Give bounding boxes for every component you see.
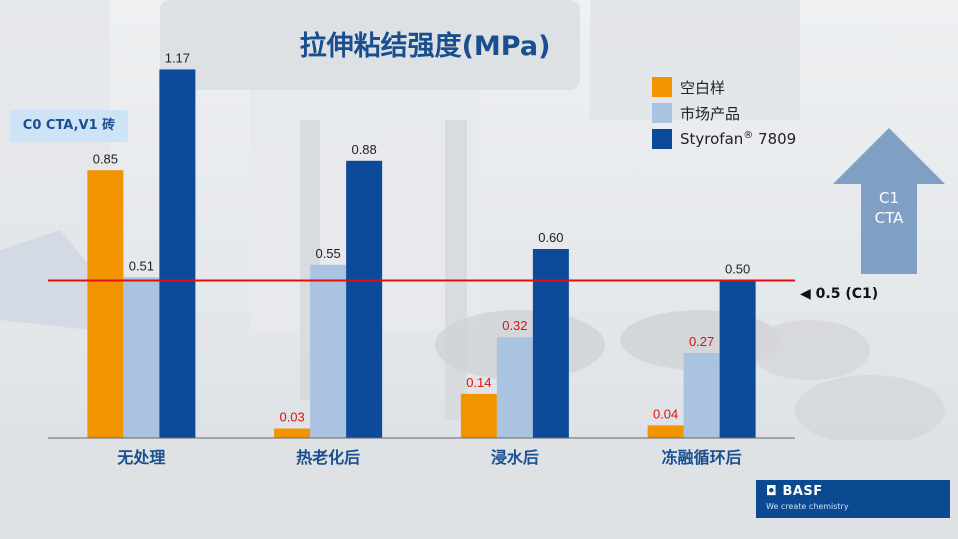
bar-3-series-2	[496, 337, 533, 438]
bar-4-series-1	[647, 425, 684, 438]
legend-label-styrofan: Styrofan® 7809	[680, 130, 796, 148]
arrow-line-2: CTA	[874, 209, 904, 227]
bar-1-series-3	[159, 69, 196, 438]
data-label-1-series-3: 1.17	[165, 50, 190, 65]
category-label-1: 无处理	[116, 448, 165, 467]
category-label-2: 热老化后	[296, 448, 360, 467]
basf-logo: ◘ BASF We create chemistry	[756, 480, 950, 518]
category-label-4: 冻融循环后	[662, 448, 742, 467]
data-label-4-series-2: 0.27	[689, 334, 714, 349]
arrow-line-1: C1	[878, 189, 900, 207]
data-label-2-series-3: 0.88	[351, 142, 376, 157]
reference-line-label: ◀ 0.5 (C1)	[800, 286, 879, 302]
legend-label-blank: 空白样	[680, 78, 726, 97]
legend: 空白样 市场产品 Styrofan® 7809	[652, 74, 796, 152]
bar-4-series-3	[719, 280, 756, 438]
data-label-4-series-3: 0.50	[725, 262, 750, 277]
data-label-2-series-2: 0.55	[315, 246, 340, 261]
legend-styrofan-name: Styrofan	[680, 130, 744, 148]
legend-item-market: 市场产品	[652, 100, 796, 126]
legend-swatch-market	[652, 103, 672, 123]
condition-tag: C0 CTA,V1 砖	[10, 110, 128, 142]
bar-2-series-3	[346, 160, 383, 439]
bar-2-series-1	[274, 428, 311, 438]
chart-title: 拉伸粘结强度(MPa)	[299, 31, 551, 62]
basf-tagline: We create chemistry	[766, 502, 849, 511]
bar-3-series-1	[460, 393, 497, 438]
legend-item-blank: 空白样	[652, 74, 796, 100]
basf-name: ◘ BASF	[766, 484, 823, 499]
legend-styrofan-registered: ®	[743, 130, 754, 141]
data-label-1-series-1: 0.85	[93, 151, 118, 166]
data-label-4-series-1: 0.04	[653, 406, 678, 421]
bar-4-series-2	[683, 352, 720, 438]
data-label-2-series-1: 0.03	[279, 410, 304, 425]
legend-item-styrofan: Styrofan® 7809	[652, 126, 796, 152]
arrow-text: C1 CTA	[833, 188, 945, 228]
up-arrow-c1-cta: C1 CTA	[833, 128, 945, 274]
data-label-3-series-3: 0.60	[538, 230, 563, 245]
legend-swatch-blank	[652, 77, 672, 97]
bar-1-series-2	[123, 277, 160, 438]
category-label-3: 浸水后	[491, 448, 539, 467]
up-arrow-icon	[833, 128, 945, 274]
bar-2-series-2	[310, 264, 347, 438]
bar-1-series-1	[87, 170, 124, 438]
legend-swatch-styrofan	[652, 129, 672, 149]
data-label-3-series-1: 0.14	[466, 375, 491, 390]
bar-3-series-3	[532, 249, 569, 438]
legend-label-market: 市场产品	[680, 104, 741, 123]
data-label-3-series-2: 0.32	[502, 318, 527, 333]
legend-styrofan-number: 7809	[753, 130, 797, 148]
data-label-1-series-2: 0.51	[129, 258, 154, 273]
